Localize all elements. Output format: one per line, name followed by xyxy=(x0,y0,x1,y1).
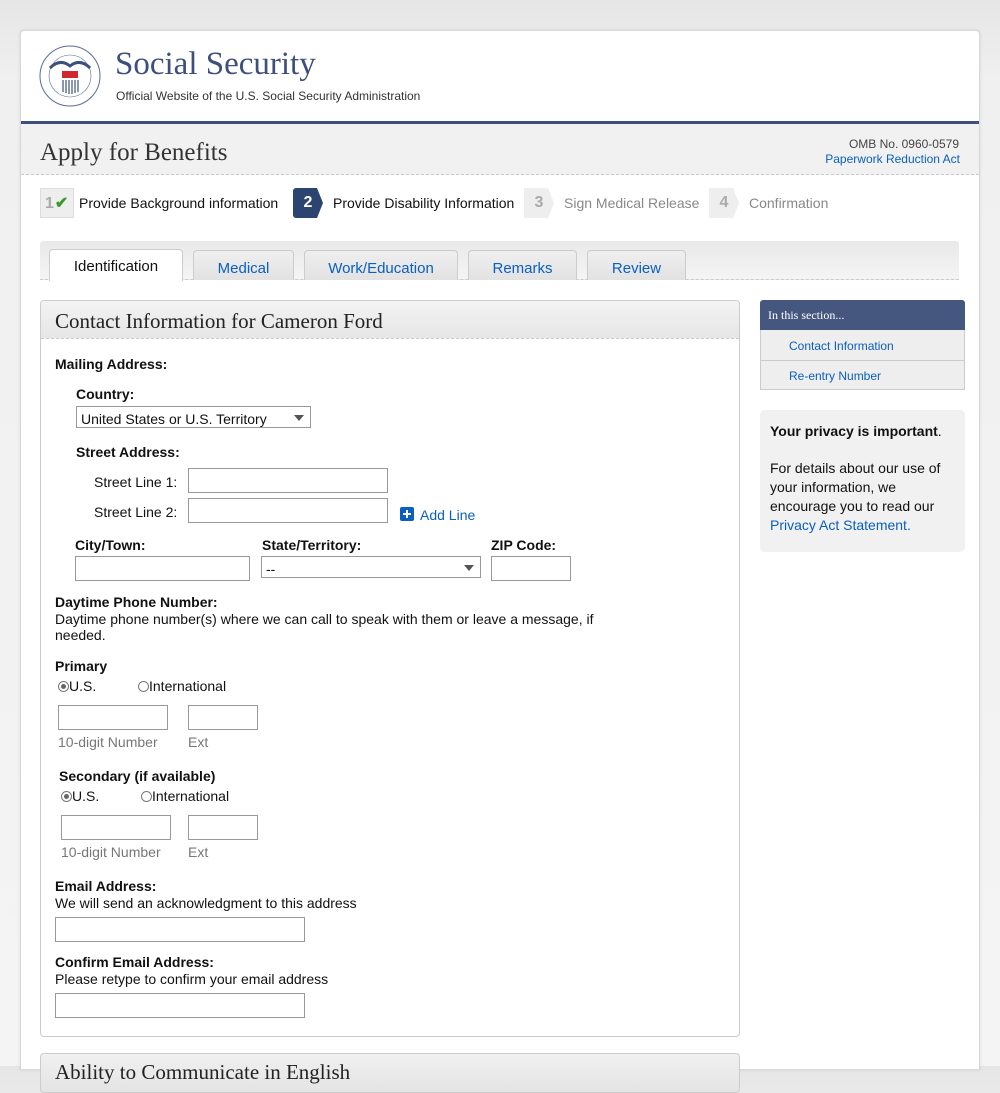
checkmark-icon: ✔ xyxy=(54,195,69,212)
header-divider xyxy=(21,121,979,124)
tab-remarks[interactable]: Remarks xyxy=(468,250,577,280)
radio-selected-icon[interactable] xyxy=(58,681,69,692)
step-3-label: Sign Medical Release xyxy=(564,195,700,211)
privacy-act-link[interactable]: Privacy Act Statement. xyxy=(770,517,911,533)
state-label: State/Territory: xyxy=(262,537,362,553)
nav-contact-information[interactable]: Contact Information xyxy=(789,339,894,353)
street-address-label: Street Address: xyxy=(76,444,180,460)
nav-reentry-number[interactable]: Re-entry Number xyxy=(789,369,882,383)
secondary-number-hint: 10-digit Number xyxy=(61,844,161,860)
privacy-title-text: Your privacy is important xyxy=(770,423,938,439)
section-title: Contact Information for Cameron Ford xyxy=(55,309,383,333)
step-4-label: Confirmation xyxy=(749,195,829,211)
paperwork-reduction-link[interactable]: Paperwork Reduction Act xyxy=(825,152,960,166)
secondary-number-input[interactable] xyxy=(61,815,171,840)
street-line-2-label: Street Line 2: xyxy=(94,504,178,520)
tagline: Official Website of the U.S. Social Secu… xyxy=(116,89,421,103)
email-label: Email Address: xyxy=(55,878,157,894)
country-label: Country: xyxy=(76,386,135,402)
contact-info-panel xyxy=(40,300,740,1037)
sidebar-title: In this section... xyxy=(768,308,845,322)
step-1-complete-badge: 1✔ xyxy=(40,188,74,218)
state-selected-value: -- xyxy=(266,561,276,577)
street-line-1-label: Street Line 1: xyxy=(94,474,178,490)
step-1-number: 1 xyxy=(45,195,54,212)
tab-review[interactable]: Review xyxy=(587,250,686,280)
nav-divider xyxy=(761,360,964,361)
country-select[interactable]: United States or U.S. Territory xyxy=(76,406,311,428)
city-input[interactable] xyxy=(75,556,250,581)
title-bar xyxy=(21,124,979,175)
tab-identification[interactable]: Identification xyxy=(49,249,183,281)
street-line-2-input[interactable] xyxy=(188,498,388,523)
email-description: We will send an acknowledgment to this a… xyxy=(55,895,357,911)
city-label: City/Town: xyxy=(75,537,146,553)
page-title: Apply for Benefits xyxy=(40,139,228,166)
tab-medical[interactable]: Medical xyxy=(193,250,294,280)
primary-ext-hint: Ext xyxy=(188,734,209,750)
in-this-section-header: In this section... xyxy=(760,300,965,330)
primary-us-radio[interactable]: U.S. xyxy=(58,678,96,694)
primary-phone-label: Primary xyxy=(55,658,108,674)
state-select[interactable]: -- xyxy=(261,556,481,578)
step-2-label: Provide Disability Information xyxy=(333,195,515,211)
radio-icon[interactable] xyxy=(138,681,149,692)
step-2-current-badge: 2 xyxy=(293,188,323,218)
confirm-email-label: Confirm Email Address: xyxy=(55,954,214,970)
primary-number-hint: 10-digit Number xyxy=(58,734,158,750)
agency-name: Social Security xyxy=(115,46,316,82)
zip-input[interactable] xyxy=(491,556,571,581)
privacy-box: Your privacy is important. For details a… xyxy=(760,410,965,552)
add-line-link[interactable]: Add Line xyxy=(420,507,476,523)
step-3-badge: 3 xyxy=(524,188,554,218)
primary-international-radio[interactable]: International xyxy=(138,678,226,694)
confirm-email-input[interactable] xyxy=(55,993,305,1018)
privacy-title: Your privacy is important. xyxy=(770,423,942,439)
tab-work-education[interactable]: Work/Education xyxy=(304,250,458,280)
secondary-us-radio[interactable]: U.S. xyxy=(61,788,99,804)
secondary-international-radio[interactable]: International xyxy=(141,788,229,804)
primary-ext-input[interactable] xyxy=(188,705,258,730)
international-label: International xyxy=(152,788,230,804)
privacy-text: For details about our use of your inform… xyxy=(770,460,941,514)
next-section-panel: Ability to Communicate in English xyxy=(40,1053,740,1093)
primary-number-input[interactable] xyxy=(58,705,168,730)
section-nav: Contact Information Re-entry Number xyxy=(760,330,965,390)
country-selected-value: United States or U.S. Territory xyxy=(81,411,267,427)
zip-label: ZIP Code: xyxy=(491,537,557,553)
daytime-phone-description: Daytime phone number(s) where we can cal… xyxy=(55,611,594,643)
secondary-ext-input[interactable] xyxy=(188,815,258,840)
us-label: U.S. xyxy=(69,678,97,694)
daytime-phone-label: Daytime Phone Number: xyxy=(55,594,218,610)
omb-number: OMB No. 0960-0579 xyxy=(848,137,959,151)
plus-icon[interactable] xyxy=(400,507,414,521)
confirm-email-description: Please retype to confirm your email addr… xyxy=(55,971,329,987)
street-line-1-input[interactable] xyxy=(188,468,388,493)
us-label: U.S. xyxy=(72,788,100,804)
international-label: International xyxy=(149,678,227,694)
panel-header xyxy=(41,301,739,339)
secondary-phone-label: Secondary (if available) xyxy=(59,768,216,784)
step-1-label: Provide Background information xyxy=(79,195,279,211)
next-section-title: Ability to Communicate in English xyxy=(55,1060,351,1084)
mailing-address-heading: Mailing Address: xyxy=(55,356,168,372)
radio-icon[interactable] xyxy=(141,791,152,802)
email-input[interactable] xyxy=(55,917,305,942)
ssa-seal-logo xyxy=(39,45,101,107)
step-4-badge: 4 xyxy=(709,188,739,218)
radio-selected-icon[interactable] xyxy=(61,791,72,802)
secondary-ext-hint: Ext xyxy=(188,844,209,860)
